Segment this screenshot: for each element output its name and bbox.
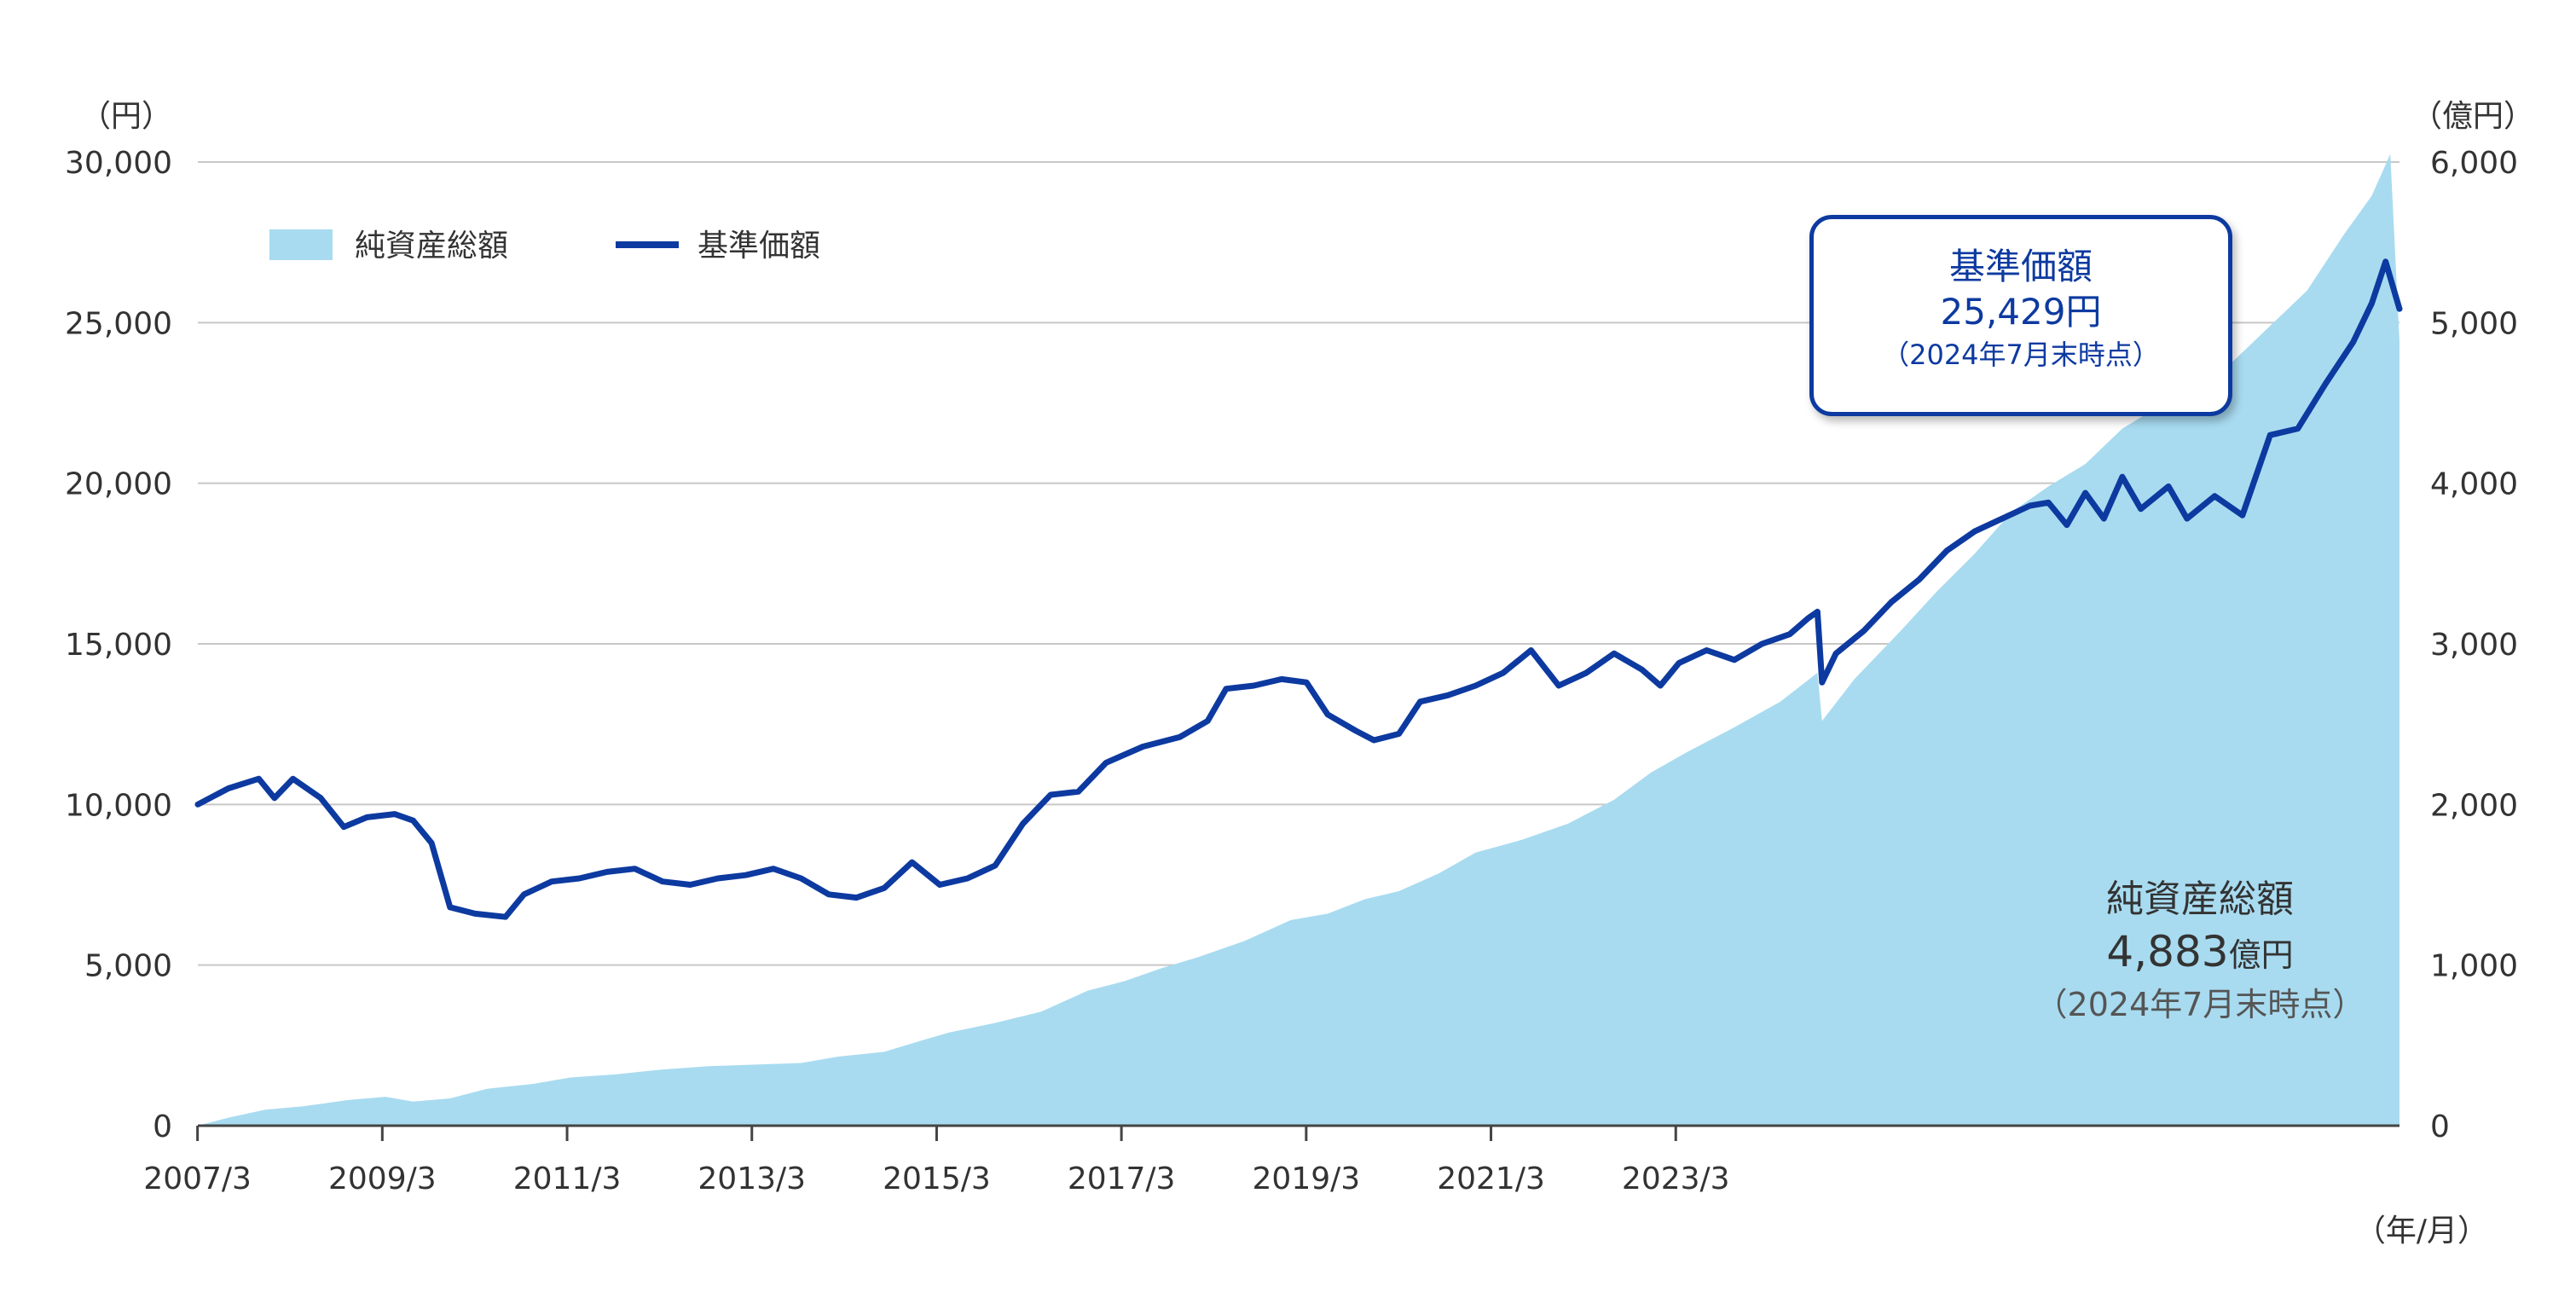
left-tick-label: 5,000: [84, 949, 172, 984]
right-tick-label: 4,000: [2430, 467, 2518, 502]
x-tick-label: 2013/3: [698, 1161, 806, 1196]
nav-line: [194, 258, 2403, 920]
x-tick-label: 2011/3: [513, 1161, 622, 1196]
right-tick-label: 5,000: [2430, 306, 2518, 341]
legend-swatch-net-assets: [269, 229, 333, 260]
left-tick-label: 20,000: [65, 467, 172, 502]
nav-callout: 基準価額 25,429円 （2024年7月末時点）: [1809, 215, 2232, 416]
right-tick-label: 0: [2430, 1109, 2450, 1144]
left-axis-unit: （円）: [80, 99, 172, 134]
left-tick-label: 30,000: [65, 146, 172, 181]
net-assets-callout-value: 4,883億円: [1961, 924, 2439, 982]
legend: 純資産総額 基準価額: [269, 229, 820, 264]
x-ticks: 2007/3 2009/3 2011/3 2013/3 2015/3 2017/3 2019…: [143, 1126, 1730, 1196]
x-tick-label: 2015/3: [883, 1161, 991, 1196]
net-assets-area: [198, 154, 2399, 1127]
right-tick-label: 6,000: [2430, 146, 2518, 181]
left-axis-ticks: 0 5,000 10,000 15,000 20,000 25,000 30,000: [65, 146, 172, 1144]
net-assets-callout-title: 純資産総額: [2106, 878, 2294, 921]
right-axis-unit: （億円）: [2411, 99, 2534, 134]
right-tick-label: 1,000: [2430, 949, 2518, 984]
nav-callout-title: 基準価額: [1948, 246, 2093, 287]
nav-callout-note: （2024年7月末時点）: [1882, 339, 2160, 371]
net-assets-callout-number: 4,883: [2106, 927, 2229, 976]
left-tick-label: 0: [153, 1109, 172, 1144]
right-tick-label: 3,000: [2430, 628, 2518, 663]
x-tick-label: 2009/3: [328, 1161, 437, 1196]
net-assets-callout: 純資産総額 4,883億円 （2024年7月末時点）: [1961, 875, 2439, 1027]
nav-callout-value: 25,429円: [1940, 291, 2102, 333]
x-tick-label: 2007/3: [143, 1161, 252, 1196]
legend-label-nav: 基準価額: [698, 229, 820, 264]
net-assets-callout-unit: 億円: [2228, 936, 2294, 974]
right-axis-ticks: 0 1,000 2,000 3,000 4,000 5,000 6,000: [2430, 146, 2518, 1144]
net-assets-callout-note: （2024年7月末時点）: [2035, 986, 2365, 1023]
x-axis-unit: （年/月）: [2355, 1214, 2488, 1248]
left-tick-label: 10,000: [65, 788, 172, 823]
x-tick-label: 2017/3: [1068, 1161, 1176, 1196]
left-tick-label: 15,000: [65, 628, 172, 663]
x-tick-label: 2019/3: [1253, 1161, 1361, 1196]
left-tick-label: 25,000: [65, 306, 172, 341]
x-tick-label: 2023/3: [1622, 1161, 1730, 1196]
legend-label-net-assets: 純資産総額: [355, 229, 508, 264]
right-tick-label: 2,000: [2430, 788, 2518, 823]
x-tick-label: 2021/3: [1437, 1161, 1545, 1196]
